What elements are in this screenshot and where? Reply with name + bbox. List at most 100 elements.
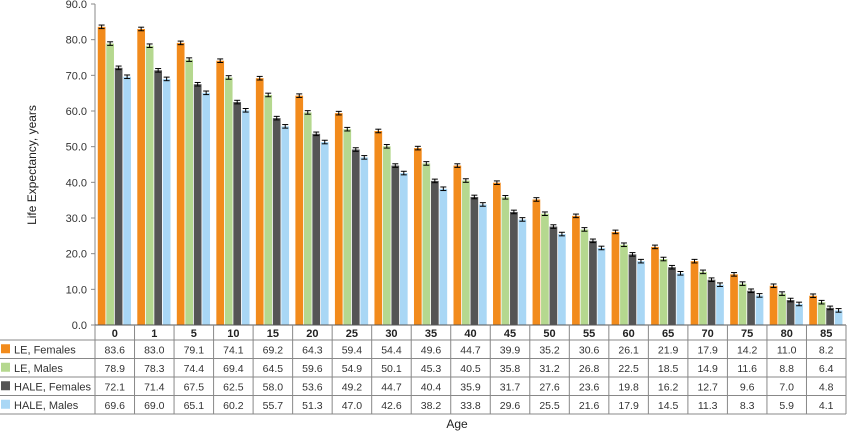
table-cell: 40.4 (421, 381, 442, 393)
category-label: 35 (425, 328, 437, 340)
y-tick-label: 50.0 (66, 142, 87, 154)
bar (123, 76, 131, 325)
legend-label: HALE, Males (14, 400, 79, 412)
bar (580, 229, 589, 325)
bar (549, 226, 558, 325)
category-label: 45 (504, 328, 516, 340)
category-label: 75 (741, 328, 753, 340)
bar (224, 77, 233, 326)
table-cell: 21.6 (579, 400, 600, 412)
bar (216, 60, 225, 326)
bar (778, 293, 786, 325)
table-cell: 14.9 (697, 363, 718, 375)
table-cell: 58.0 (263, 381, 284, 393)
category-label: 5 (191, 328, 197, 340)
bar (479, 204, 487, 325)
table-cell: 38.2 (421, 400, 442, 412)
category-label: 10 (227, 328, 239, 340)
bar (817, 302, 826, 325)
bar (699, 271, 707, 325)
category-label: 15 (267, 328, 279, 340)
category-label: 70 (702, 328, 714, 340)
y-tick-label: 0.0 (72, 320, 87, 332)
table-cell: 17.9 (697, 344, 718, 356)
table-cell: 79.1 (184, 344, 205, 356)
table-cell: 44.7 (460, 344, 481, 356)
table-cell: 50.1 (381, 363, 402, 375)
table-cell: 69.4 (223, 363, 244, 375)
table-cell: 27.6 (539, 381, 560, 393)
table-cell: 11.0 (777, 344, 797, 356)
bar (510, 211, 518, 325)
bar (255, 78, 264, 325)
bar (493, 182, 501, 325)
table-cell: 22.5 (618, 363, 639, 375)
bar (769, 285, 778, 325)
table-cell: 78.9 (105, 363, 126, 375)
legend-swatch (1, 344, 10, 354)
y-axis-title: Life Expectancy, years (25, 105, 39, 225)
bar (343, 129, 352, 325)
bar (391, 165, 400, 325)
category-label: 20 (306, 328, 318, 340)
legend-label: HALE, Females (14, 381, 92, 393)
table-cell: 53.6 (302, 381, 323, 393)
table-cell: 49.2 (342, 381, 363, 393)
y-tick-label: 70.0 (66, 70, 87, 82)
bar (659, 259, 668, 325)
bar (176, 42, 185, 325)
bar (374, 130, 383, 325)
x-axis-title: Age (446, 417, 468, 431)
table-cell: 18.5 (658, 363, 679, 375)
bar (162, 78, 171, 326)
bar (241, 110, 250, 325)
legend-swatch (1, 399, 10, 409)
category-label: 80 (781, 328, 793, 340)
bar (795, 303, 803, 325)
table-cell: 55.7 (263, 400, 284, 412)
y-tick-label: 80.0 (66, 35, 87, 47)
table-cell: 74.4 (184, 363, 205, 375)
table-cell: 78.3 (144, 363, 165, 375)
table-cell: 25.5 (539, 400, 560, 412)
table-cell: 19.8 (618, 381, 639, 393)
bar (114, 67, 123, 326)
bar (541, 213, 549, 325)
y-tick-label: 10.0 (66, 284, 87, 296)
table-cell: 8.2 (819, 344, 834, 356)
table-cell: 54.4 (381, 344, 402, 356)
bar (351, 149, 360, 325)
legend-swatch (1, 362, 10, 372)
category-label: 55 (583, 328, 595, 340)
bar (532, 199, 541, 325)
table-cell: 35.2 (539, 344, 560, 356)
table-cell: 35.8 (500, 363, 521, 375)
y-tick-label: 40.0 (66, 177, 87, 189)
y-tick-label: 20.0 (66, 249, 87, 261)
bar (826, 307, 834, 325)
table-cell: 67.5 (184, 381, 205, 393)
table-cell: 83.6 (105, 344, 126, 356)
table-cell: 49.6 (421, 344, 442, 356)
bar (360, 157, 369, 325)
bar (202, 92, 211, 325)
bar (747, 290, 755, 325)
category-label: 60 (622, 328, 634, 340)
bar (676, 273, 685, 325)
table-cell: 74.1 (223, 344, 244, 356)
table-cell: 64.5 (263, 363, 284, 375)
table-cell: 30.6 (579, 344, 600, 356)
table-cell: 4.1 (819, 400, 834, 412)
bar (413, 148, 422, 325)
bar (501, 197, 510, 325)
bar (637, 261, 645, 325)
table-cell: 7.0 (779, 381, 794, 393)
table-cell: 5.9 (779, 400, 794, 412)
table-cell: 45.3 (421, 363, 442, 375)
bar (422, 163, 431, 325)
bar (97, 26, 106, 326)
bar (137, 28, 145, 325)
y-tick-label: 90.0 (66, 0, 87, 11)
bar (597, 247, 606, 325)
table-cell: 8.3 (740, 400, 755, 412)
